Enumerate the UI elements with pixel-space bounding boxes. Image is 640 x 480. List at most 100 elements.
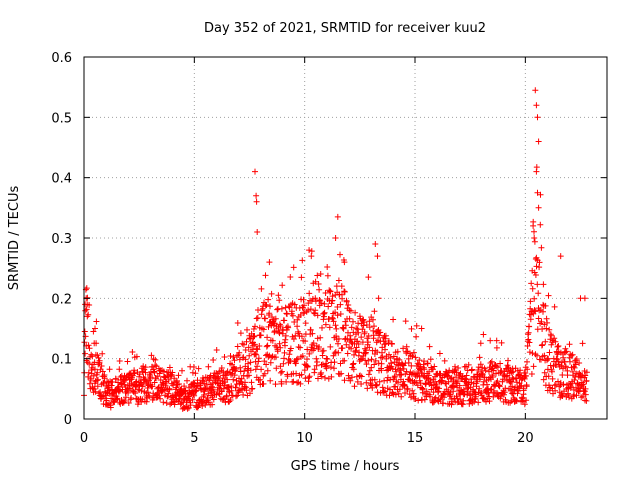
data-point: [157, 395, 164, 402]
data-point: [285, 324, 292, 331]
data-point: [96, 357, 103, 364]
data-point: [343, 298, 350, 305]
data-point: [392, 391, 399, 398]
data-point: [337, 251, 343, 258]
data-point: [113, 376, 119, 383]
data-point: [559, 372, 566, 378]
data-point: [365, 339, 371, 346]
data-point: [147, 374, 154, 381]
data-point: [190, 391, 197, 398]
data-point: [430, 366, 436, 373]
data-point: [350, 366, 357, 373]
data-point: [264, 334, 271, 341]
data-point: [99, 350, 106, 357]
data-point: [358, 381, 365, 387]
data-point: [160, 368, 167, 375]
data-point: [339, 345, 346, 352]
data-point: [569, 351, 576, 358]
data-point: [403, 368, 410, 375]
data-point: [82, 307, 89, 314]
data-point: [289, 312, 296, 319]
data-point: [370, 332, 377, 339]
data-point: [113, 396, 120, 403]
data-point: [444, 372, 451, 379]
data-point: [464, 385, 471, 392]
data-point: [314, 312, 321, 319]
data-point: [94, 352, 101, 359]
data-point: [494, 378, 501, 385]
data-point: [302, 375, 309, 382]
data-point: [320, 316, 327, 323]
data-point: [231, 372, 238, 379]
data-point: [299, 353, 306, 359]
data-point: [297, 380, 304, 387]
data-point: [493, 344, 500, 351]
data-point: [566, 341, 573, 348]
data-point: [258, 366, 265, 373]
data-point: [476, 385, 483, 392]
data-point: [82, 350, 89, 357]
data-point: [234, 392, 241, 399]
data-point: [337, 301, 344, 308]
data-point: [525, 329, 532, 336]
data-point: [456, 382, 463, 389]
data-point: [472, 393, 479, 400]
data-point: [242, 379, 248, 386]
data-point: [277, 369, 284, 376]
data-point: [384, 377, 391, 384]
data-point: [107, 404, 114, 411]
data-point: [353, 325, 360, 332]
data-point: [290, 378, 297, 385]
data-point: [487, 337, 494, 344]
x-axis-label: GPS time / hours: [291, 459, 400, 474]
data-point: [301, 302, 307, 309]
data-point: [400, 365, 407, 372]
data-point: [247, 336, 254, 342]
data-point: [86, 360, 93, 367]
data-point: [343, 341, 350, 348]
data-point: [310, 309, 317, 316]
data-point: [560, 354, 567, 361]
data-point: [321, 309, 328, 316]
data-point: [81, 328, 88, 335]
data-point: [421, 396, 428, 403]
data-point: [529, 350, 536, 357]
data-point: [461, 391, 468, 398]
data-point: [371, 376, 378, 383]
data-point: [124, 358, 131, 365]
data-point: [99, 368, 106, 375]
data-point: [267, 377, 274, 384]
data-point: [536, 259, 543, 266]
data-point: [133, 378, 140, 385]
data-point: [361, 329, 368, 335]
data-point: [555, 343, 562, 349]
data-point: [131, 370, 138, 377]
data-point: [274, 348, 281, 355]
data-point: [242, 356, 249, 363]
data-point: [318, 369, 325, 376]
data-point: [345, 302, 352, 308]
data-point: [583, 369, 590, 376]
data-point: [400, 345, 407, 352]
data-point: [138, 399, 145, 405]
data-point: [379, 354, 386, 361]
data-point: [363, 347, 370, 354]
data-point: [433, 371, 440, 378]
data-point: [227, 397, 234, 403]
data-point: [484, 381, 490, 388]
data-point: [529, 285, 536, 292]
data-point: [264, 367, 271, 374]
data-point: [447, 391, 454, 398]
data-point: [561, 358, 568, 365]
data-point: [521, 401, 528, 408]
data-point: [553, 362, 560, 368]
data-point: [487, 360, 494, 366]
data-point: [256, 343, 263, 349]
data-point: [210, 357, 217, 363]
data-point: [528, 371, 535, 377]
data-point: [569, 380, 576, 387]
data-point: [248, 379, 255, 386]
data-point: [483, 398, 489, 405]
data-point: [400, 378, 407, 385]
